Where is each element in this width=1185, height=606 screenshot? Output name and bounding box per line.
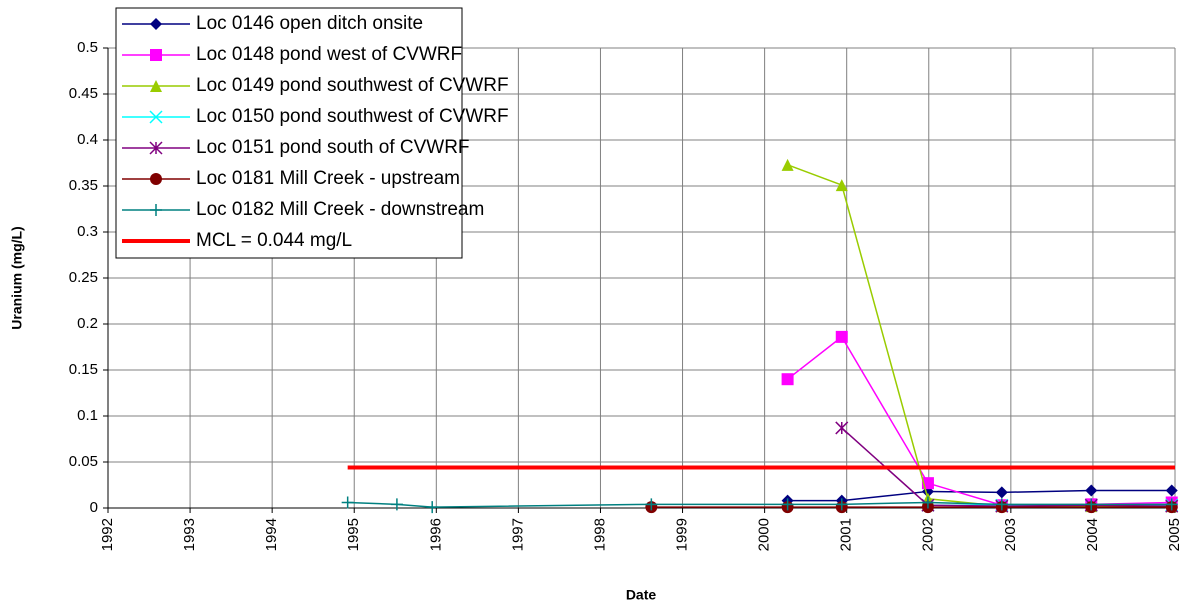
marker <box>921 496 934 509</box>
marker <box>150 204 162 216</box>
y-tick-label: 0.15 <box>69 361 98 378</box>
marker <box>781 498 794 511</box>
marker <box>426 501 439 514</box>
legend-label: MCL = 0.044 mg/L <box>196 230 352 251</box>
x-tick-label: 2001 <box>838 518 855 551</box>
marker <box>1085 498 1098 511</box>
marker <box>150 80 162 92</box>
x-tick-label: 1999 <box>674 518 691 551</box>
y-tick-label: 0.35 <box>69 177 98 194</box>
x-tick-label: 1994 <box>263 518 280 551</box>
marker <box>341 496 354 509</box>
x-tick-label: 1997 <box>509 518 526 551</box>
marker <box>835 330 848 343</box>
marker <box>149 141 163 155</box>
marker <box>995 486 1008 499</box>
marker <box>835 179 848 192</box>
series-line <box>347 501 1172 508</box>
series-line <box>787 335 1172 506</box>
marker <box>150 173 162 185</box>
marker <box>835 498 848 511</box>
x-tick-label: 1998 <box>591 518 608 551</box>
y-tick-label: 0.3 <box>77 223 98 240</box>
x-tick-label: 2005 <box>1166 518 1183 551</box>
marker <box>390 498 403 511</box>
x-tick-label: 2002 <box>920 518 937 551</box>
x-axis-title: Date <box>626 587 657 603</box>
marker <box>645 498 658 511</box>
marker <box>1085 484 1098 497</box>
y-tick-label: 0.1 <box>77 407 98 424</box>
y-tick-label: 0.25 <box>69 269 98 286</box>
y-axis-title: Uranium (mg/L) <box>9 226 25 329</box>
marker <box>835 421 849 435</box>
marker <box>995 498 1008 511</box>
y-tick-label: 0.05 <box>69 453 98 470</box>
legend-label: Loc 0149 pond southwest of CVWRF <box>196 75 509 96</box>
x-tick-label: 1993 <box>181 518 198 551</box>
y-tick-label: 0 <box>90 499 98 516</box>
legend-label: Loc 0146 open ditch onsite <box>196 13 423 34</box>
y-tick-label: 0.5 <box>77 39 98 56</box>
legend-label: Loc 0150 pond southwest of CVWRF <box>196 106 509 127</box>
x-tick-label: 1995 <box>345 518 362 551</box>
legend: Loc 0146 open ditch onsite Loc 0148 pond … <box>115 7 509 259</box>
marker <box>1165 498 1178 511</box>
series-line <box>787 164 1172 507</box>
y-tick-label: 0.4 <box>77 131 98 148</box>
marker <box>150 18 162 30</box>
x-tick-label: 1992 <box>99 518 116 551</box>
marker <box>781 158 794 171</box>
legend-box <box>115 7 463 259</box>
legend-label: Loc 0148 pond west of CVWRF <box>196 44 462 65</box>
marker <box>149 110 163 124</box>
x-tick-label: 2000 <box>756 518 773 551</box>
x-tick-label: 2003 <box>1002 518 1019 551</box>
y-tick-label: 0.2 <box>77 315 98 332</box>
legend-label: Loc 0181 Mill Creek - upstream <box>196 168 460 189</box>
x-tick-label: 2004 <box>1084 518 1101 551</box>
legend-label: Loc 0151 pond south of CVWRF <box>196 137 470 158</box>
legend-label: Loc 0182 Mill Creek - downstream <box>196 199 484 220</box>
series-line <box>787 489 1172 502</box>
marker <box>1165 484 1178 497</box>
y-tick-label: 0.45 <box>69 85 98 102</box>
marker <box>150 49 162 61</box>
x-tick-label: 1996 <box>427 518 444 551</box>
marker <box>781 373 794 386</box>
